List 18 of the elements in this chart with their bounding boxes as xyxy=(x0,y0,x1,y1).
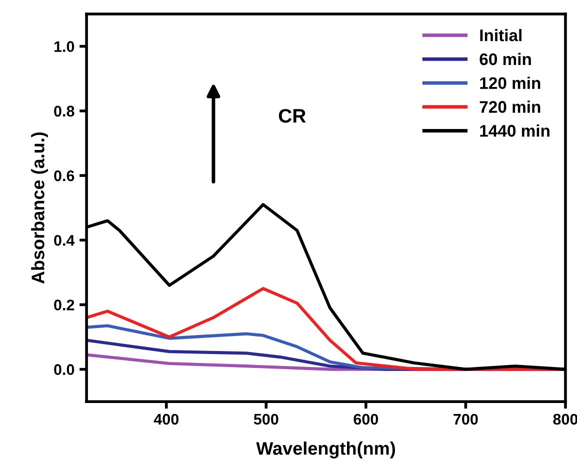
y-tick-label: 0.8 xyxy=(54,106,74,117)
legend-label: Initial xyxy=(480,29,522,42)
legend-label: 1440 min xyxy=(480,124,550,137)
y-tick-label: 0.4 xyxy=(54,234,75,246)
x-tick-label: 400 xyxy=(154,414,178,425)
x-tick-label: 600 xyxy=(354,414,378,425)
y-tick-label: 0.0 xyxy=(54,364,74,376)
x-tick-label: 500 xyxy=(254,414,278,425)
x-tick-label: 700 xyxy=(454,414,478,425)
x-axis-title: Wavelength(nm) xyxy=(256,442,395,458)
y-tick-label: 0.6 xyxy=(54,170,74,182)
legend-label: 60 min xyxy=(480,52,531,66)
y-tick-label: 1.0 xyxy=(54,41,74,52)
y-tick-label: 0.2 xyxy=(54,300,74,310)
legend-label: 720 min xyxy=(480,100,540,113)
annotation: CR xyxy=(278,108,306,123)
y-axis-title: Absorbance (a.u.) xyxy=(31,132,48,284)
legend-label: 120 min xyxy=(480,76,540,89)
